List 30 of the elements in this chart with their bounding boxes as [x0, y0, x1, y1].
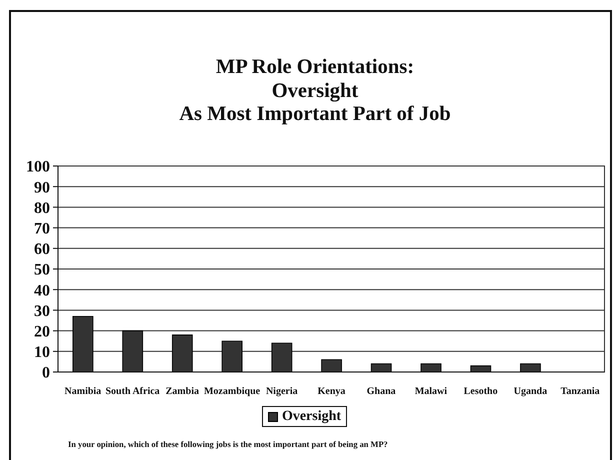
- y-tick-label: 40: [34, 282, 50, 300]
- x-tick-label: Nigeria: [266, 386, 298, 398]
- y-tick-label: 90: [34, 179, 50, 196]
- y-tick-label: 80: [34, 200, 50, 217]
- bar: [470, 365, 492, 372]
- x-tick-label: Mozambique: [204, 386, 261, 398]
- y-tick-label: 30: [34, 302, 50, 320]
- legend-label: Oversight: [282, 408, 342, 424]
- bar: [321, 359, 342, 372]
- bar: [370, 363, 392, 372]
- text: In your opinion, which of these following jobs is the most important part of being an MP?: [68, 440, 388, 449]
- y-tick-label: 60: [34, 241, 50, 258]
- x-tick-label: Ghana: [366, 386, 396, 398]
- x-tick-label: Kenya: [318, 386, 346, 398]
- x-tick-label: Lesotho: [464, 386, 498, 398]
- y-tick-label: 50: [34, 262, 50, 279]
- x-tick-label: Tanzania: [560, 386, 600, 398]
- chart-title: MP Role Orientations: Oversight As Most Important Part of Job: [178, 56, 452, 126]
- x-tick-label: Namibia: [64, 386, 102, 398]
- y-tick-label: 100: [26, 158, 50, 176]
- y-tick-label: 10: [34, 344, 50, 362]
- bar: [420, 363, 442, 372]
- x-tick-label: Uganda: [514, 386, 548, 398]
- x-tick-label: South Africa: [106, 386, 160, 398]
- y-tick-label: 20: [34, 323, 50, 340]
- x-tick-label: Zambia: [166, 386, 199, 398]
- y-tick-label: 70: [34, 220, 50, 238]
- y-tick-label: 0: [42, 364, 50, 382]
- x-tick-label: Malawi: [414, 386, 448, 398]
- bar: [520, 363, 541, 372]
